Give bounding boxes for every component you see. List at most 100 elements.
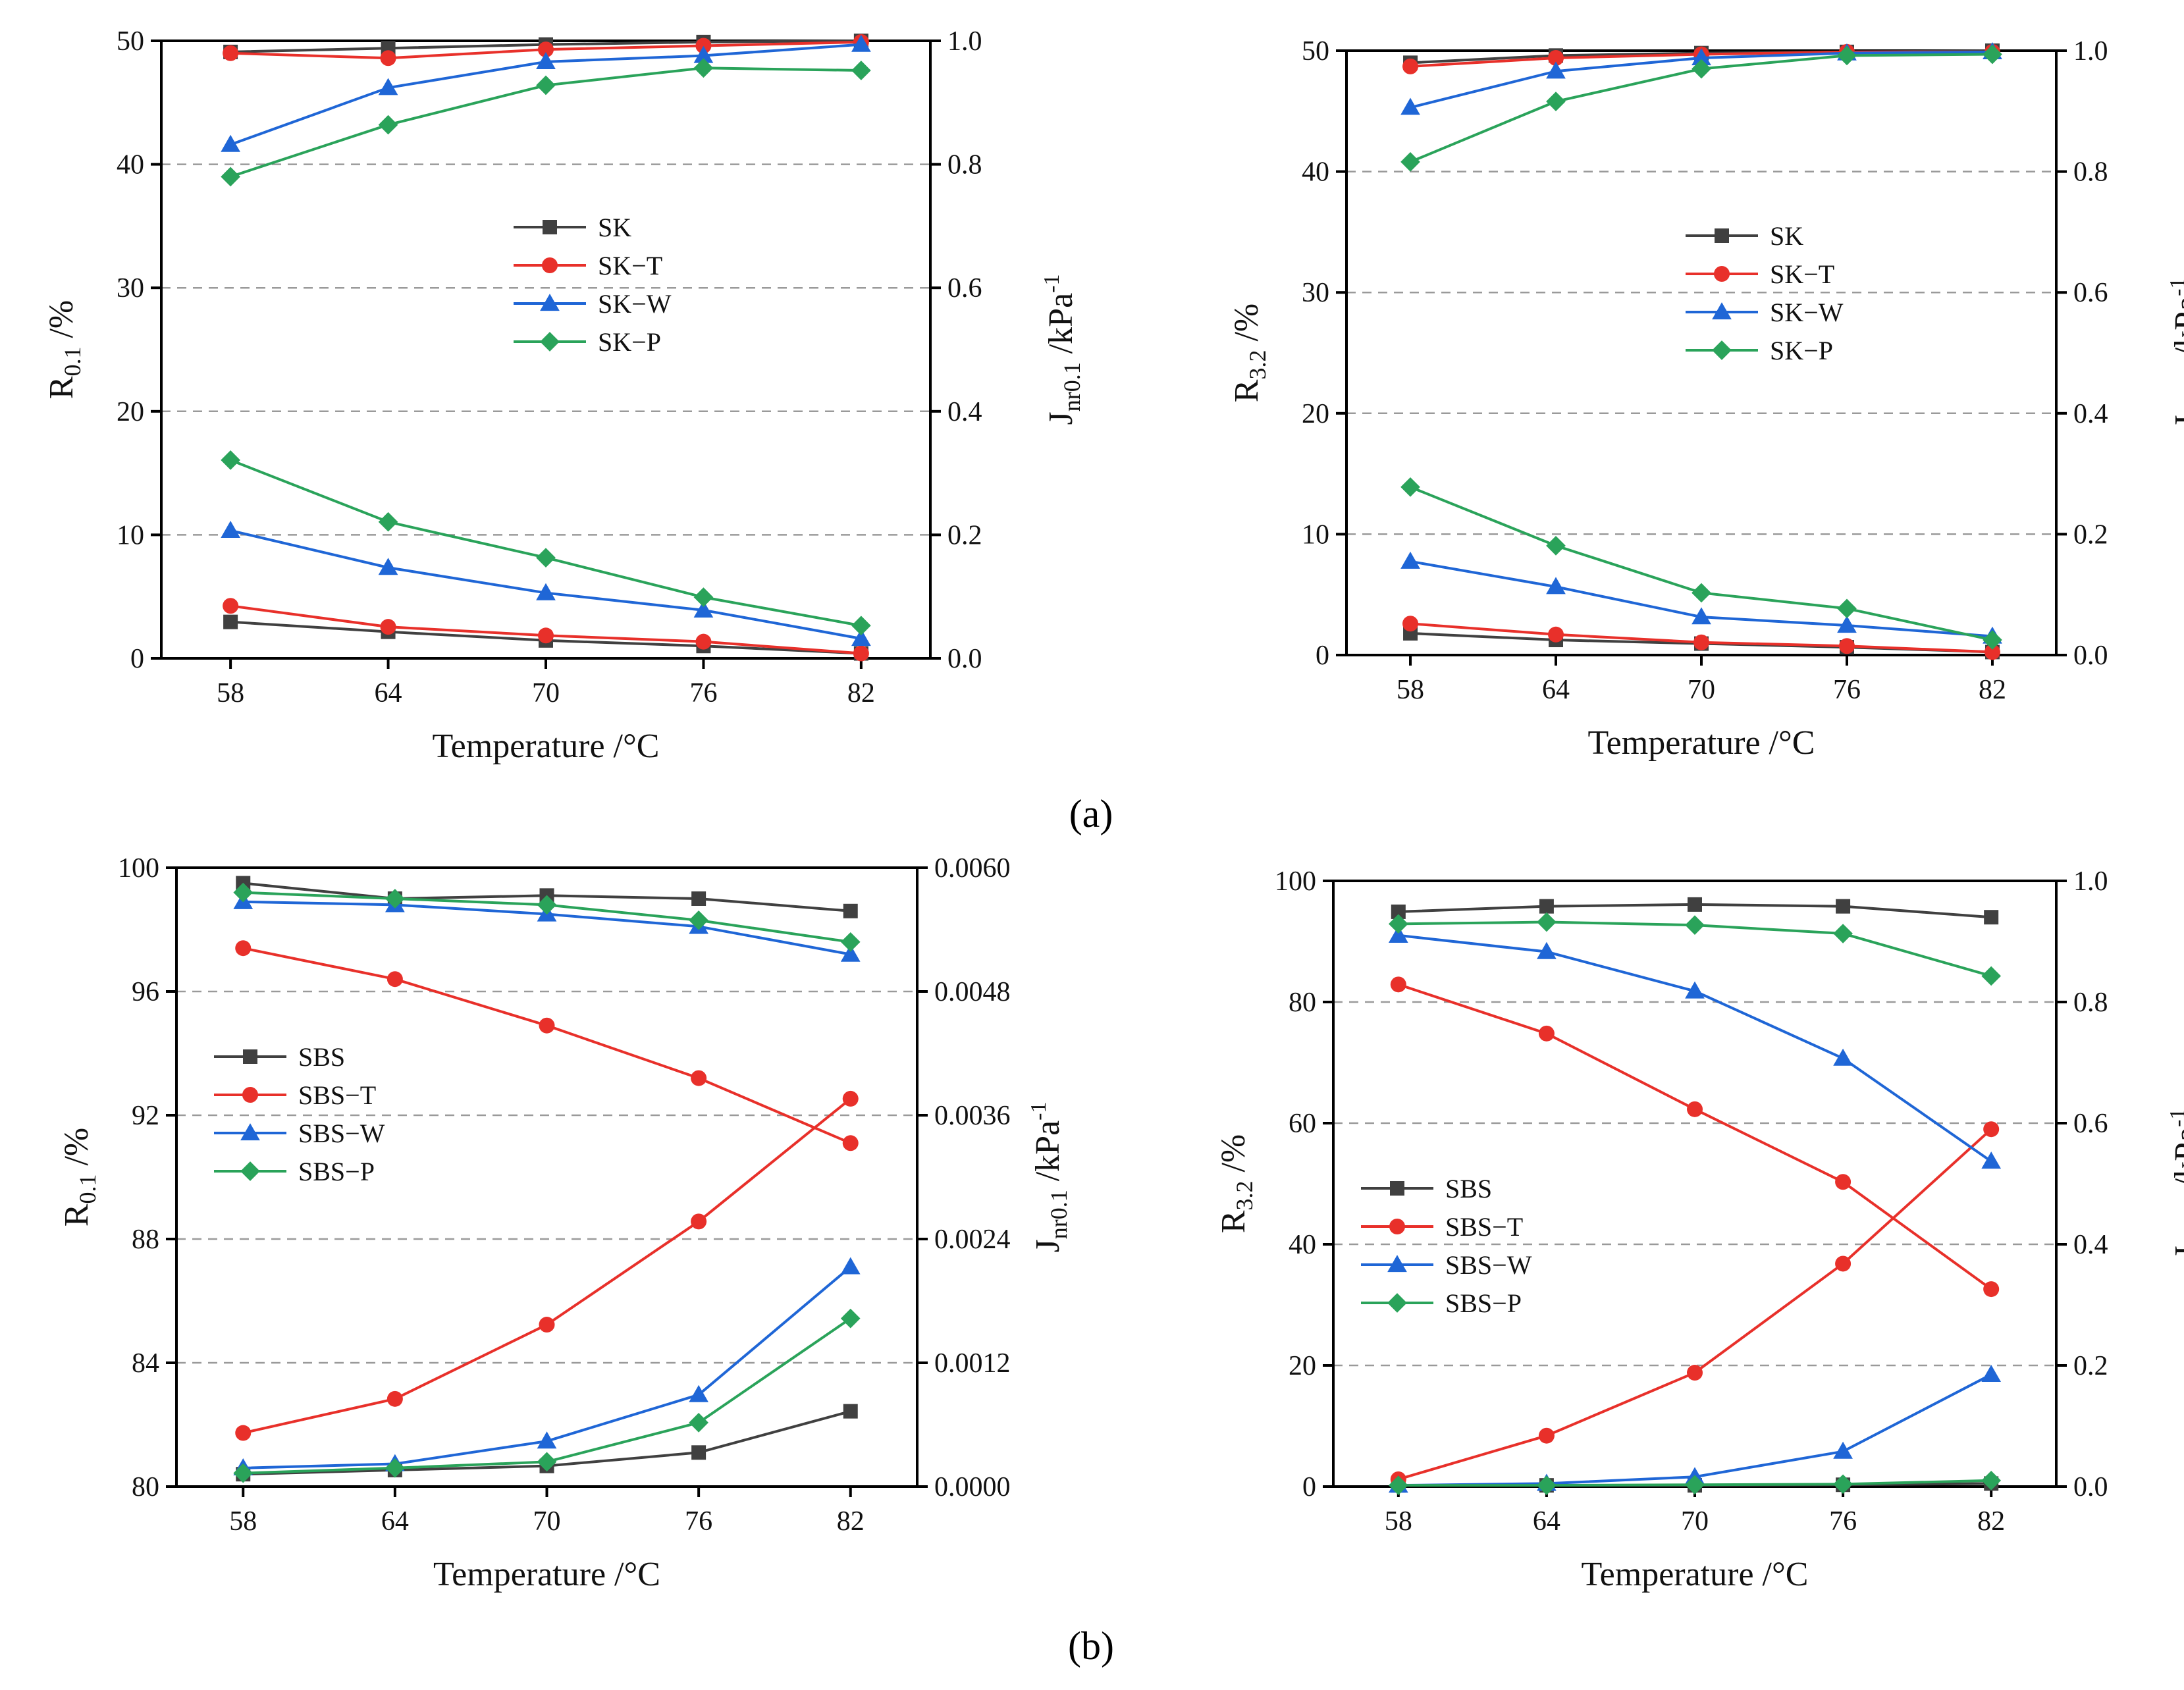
legend-marker (1712, 302, 1732, 320)
data-point-J-SK−P (1546, 535, 1566, 556)
data-point-J-SK−P (1837, 598, 1857, 619)
data-point-J-SBS (691, 1445, 706, 1460)
legend-marker (1390, 1181, 1404, 1196)
data-point-R-SBS (1688, 897, 1702, 912)
x-tick-label: 58 (229, 1506, 257, 1537)
data-point-R-SBS−P (1981, 966, 2002, 986)
y2-tick-label: 0.4 (947, 397, 982, 427)
x-tick-label: 64 (381, 1506, 409, 1537)
data-point-R-SK−W (221, 134, 240, 152)
y-tick-label: 50 (1302, 36, 1329, 66)
data-point-R-SK−T (1402, 58, 1419, 74)
x-tick-label: 76 (1829, 1506, 1857, 1537)
y-tick-label: 88 (132, 1225, 159, 1255)
data-point-R-SBS−T (1983, 1281, 2000, 1298)
y-tick-label: 40 (117, 150, 144, 180)
data-point-J-SK−T (538, 627, 554, 644)
series-line-J-SK−P (230, 459, 862, 627)
legend-label: SBS−T (1445, 1212, 1523, 1242)
panel-label-b: (b) (1068, 1624, 1114, 1668)
data-point-R-SBS (1391, 904, 1406, 919)
data-point-R-SBS−P (840, 932, 861, 952)
data-point-R-SBS (1836, 899, 1851, 914)
data-point-R-SK−W (851, 34, 871, 52)
legend: SK SK−T SK−W SK−P (1686, 221, 1844, 365)
data-point-R-SBS (691, 891, 706, 906)
legend-marker (243, 1049, 257, 1064)
data-point-R-SBS−P (1388, 914, 1408, 934)
series-line-J-SBS−P (243, 1317, 851, 1475)
data-point-R-SBS−W (1388, 925, 1408, 943)
x-tick-label: 76 (1833, 675, 1861, 705)
data-point-R-SBS−T (1390, 976, 1406, 993)
legend-label: SK−W (598, 289, 672, 319)
data-point-R-SBS−T (1538, 1025, 1555, 1042)
data-point-R-SK−W (1691, 48, 1711, 66)
x-tick-label: 82 (1979, 675, 2006, 705)
data-point-J-SBS−W (840, 1257, 861, 1275)
y2-tick-label: 1.0 (2073, 866, 2108, 897)
y2-axis-title: Jnr3.2 /kPa-1 (2166, 277, 2184, 428)
chart-b-left: 80 84 88 92 96 100 0.0000 0.0012 0.0024 0.0036 0.0… (58, 853, 1072, 1593)
data-point-R-SBS (1984, 910, 1999, 925)
legend-marker (543, 220, 557, 234)
data-point-J-SK−T (380, 619, 396, 635)
y2-tick-label: 0.2 (947, 520, 982, 550)
y-tick-label: 0 (130, 644, 144, 674)
data-point-J-SBS−P (1388, 1475, 1408, 1496)
legend-label: SBS (1445, 1174, 1492, 1203)
data-point-R-SBS−T (842, 1135, 859, 1151)
y2-tick-label: 0.4 (2073, 1230, 2108, 1260)
data-point-J-SBS−P (385, 1458, 405, 1478)
series-line-J-SBS−T (242, 1097, 852, 1435)
y-tick-label: 80 (1289, 988, 1316, 1018)
chart-a-left: 0 10 20 30 40 50 0.0 0.2 0.4 0.6 0.8 1.0 58 64 70 76 82 T… (43, 26, 1085, 765)
y-tick-label: 84 (132, 1348, 159, 1379)
y-tick-label: 80 (132, 1472, 159, 1502)
y2-tick-label: 0.8 (2073, 988, 2108, 1018)
legend: SBS SBS−T SBS−W SBS−P (1361, 1174, 1532, 1318)
data-point-J-SBS (843, 1404, 858, 1419)
legend-label: SBS−W (298, 1119, 385, 1148)
data-point-J-SK−P (1400, 477, 1420, 497)
legend-marker (1715, 228, 1729, 243)
y2-tick-label: 0.6 (2073, 1109, 2108, 1139)
data-point-J-SBS−T (1983, 1121, 2000, 1138)
data-point-R-SK−W (536, 52, 556, 70)
legend-marker (1712, 340, 1732, 360)
data-point-J-SK−P (1691, 583, 1711, 603)
data-point-R-SBS−W (1537, 941, 1557, 959)
legend-label: SBS−P (298, 1157, 375, 1186)
data-point-J-SK−T (695, 633, 712, 650)
y2-tick-label: 0.2 (2073, 1351, 2108, 1381)
data-point-J-SBS−T (842, 1090, 859, 1107)
y-tick-label: 0 (1302, 1472, 1316, 1502)
x-tick-label: 76 (685, 1506, 712, 1537)
y2-tick-label: 1.0 (947, 26, 982, 57)
y-tick-label: 10 (1302, 519, 1329, 550)
data-point-J-SBS−P (1685, 1475, 1705, 1495)
data-point-J-SBS−P (537, 1452, 557, 1472)
legend-marker (242, 1087, 258, 1103)
data-point-R-SBS−P (1833, 924, 1853, 943)
x-tick-label: 70 (533, 1506, 561, 1537)
data-point-J-SBS−T (235, 1425, 252, 1441)
y-tick-label: 20 (1302, 399, 1329, 429)
legend: SBS SBS−T SBS−W SBS−P (214, 1042, 385, 1186)
data-point-J-SBS−W (537, 1431, 557, 1449)
legend-label: SBS−W (1445, 1250, 1532, 1280)
data-point-R-SBS−W (1833, 1048, 1853, 1066)
y2-tick-label: 0.0012 (934, 1348, 1011, 1379)
data-point-J-SBS−W (689, 1385, 708, 1402)
data-point-R-SBS−P (385, 889, 405, 909)
y-tick-label: 60 (1289, 1109, 1316, 1139)
y-axis-title: R3.2 /% (1215, 1134, 1258, 1233)
series-line-R-SBS−T (1398, 983, 1992, 1290)
y2-tick-label: 0.4 (2073, 399, 2108, 429)
x-tick-label: 58 (1385, 1506, 1412, 1537)
y2-tick-label: 0.6 (947, 273, 982, 304)
data-point-R-SK−T (695, 38, 712, 54)
y2-tick-label: 0.0 (2073, 1472, 2108, 1502)
data-point-J-SK−P (221, 450, 240, 470)
